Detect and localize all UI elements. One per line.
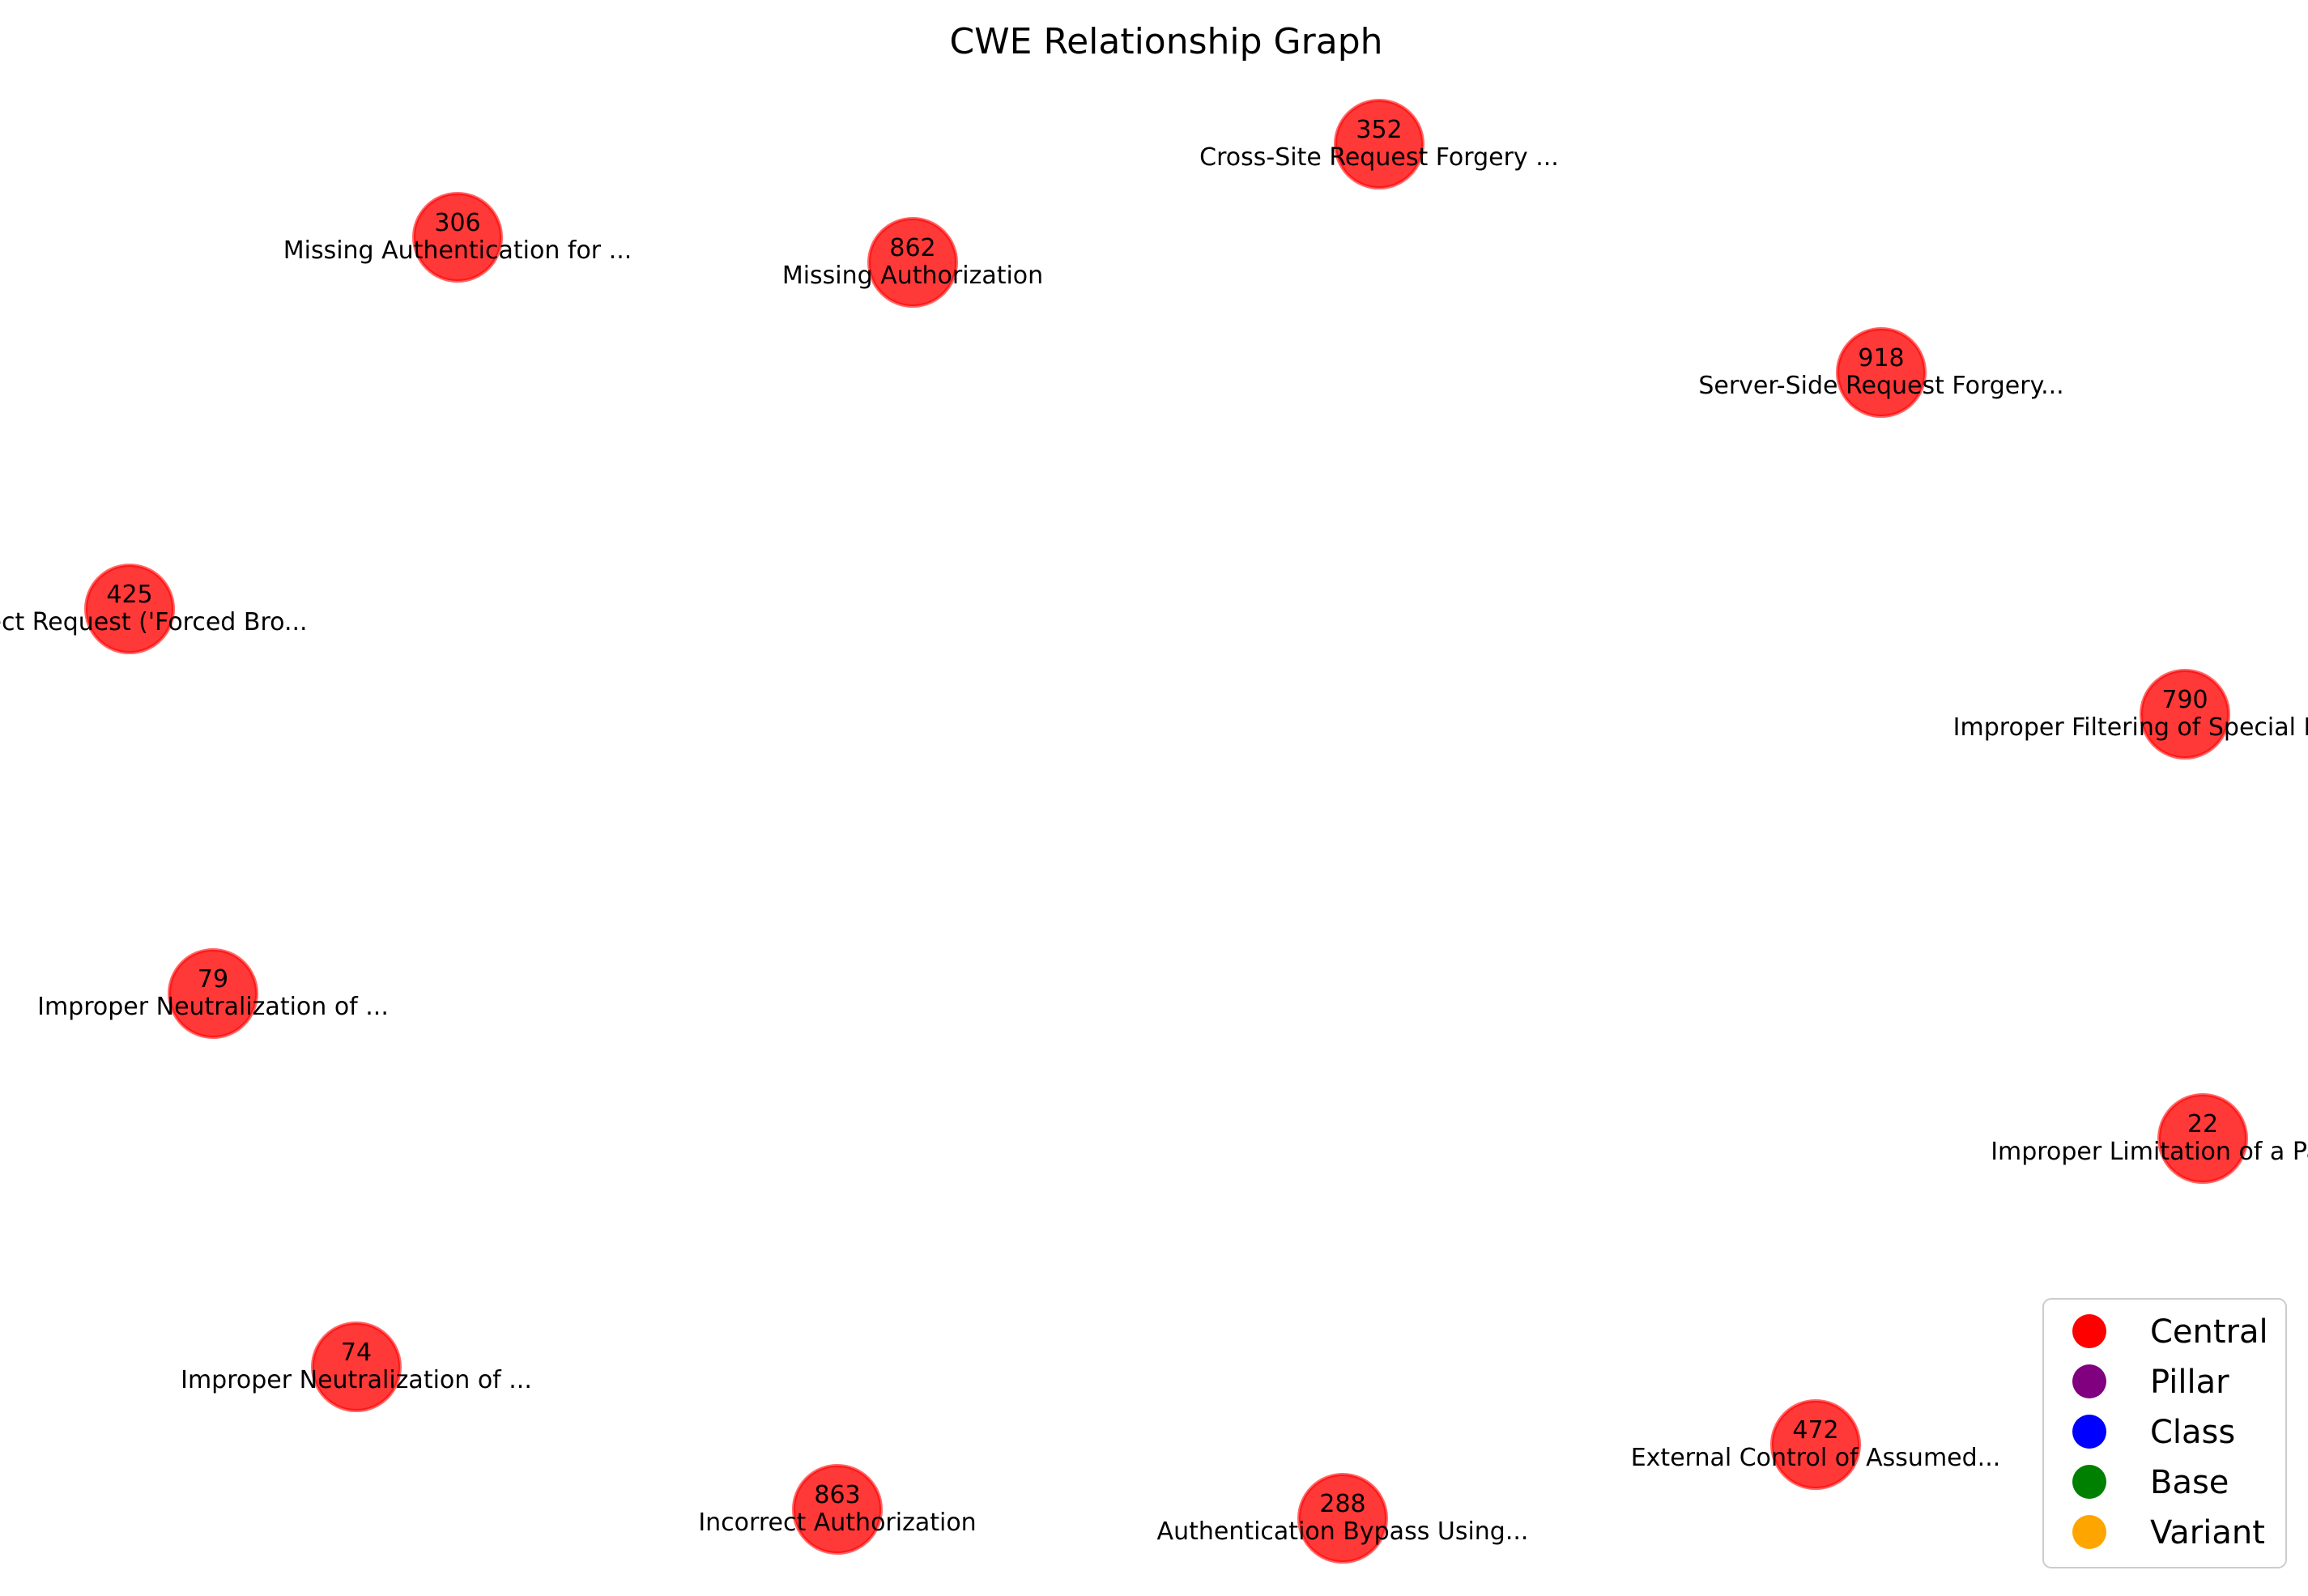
node-circle: [867, 217, 958, 308]
node-name-label: Improper Filtering of Special Elements: [1953, 713, 2308, 742]
node-name-label: Direct Request ('Forced Bro...: [0, 608, 308, 636]
node-name-label: Authentication Bypass Using...: [1157, 1517, 1529, 1546]
node-id-label: 863: [814, 1481, 860, 1509]
node-circle: [311, 1321, 402, 1412]
node-id-label: 288: [1319, 1490, 1365, 1518]
node-name-label: Improper Neutralization of ...: [181, 1366, 532, 1394]
node-name-label: Server-Side Request Forgery...: [1698, 372, 2063, 400]
node-name-label: External Control of Assumed...: [1631, 1444, 2001, 1472]
node-circle: [2140, 669, 2230, 760]
legend-label: Base: [2150, 1464, 2229, 1501]
legend-item-central: Central: [2072, 1313, 2268, 1351]
legend-item-class: Class: [2072, 1414, 2235, 1451]
node-circle: [1836, 327, 1927, 418]
node-id-label: 472: [1792, 1416, 1838, 1445]
legend-label: Variant: [2150, 1514, 2265, 1551]
node-id-label: 74: [341, 1339, 372, 1367]
legend-swatch: [2072, 1465, 2106, 1499]
node-id-label: 352: [1356, 116, 1402, 144]
node-name-label: Improper Neutralization of ...: [37, 993, 389, 1021]
node-name-label: Missing Authorization: [782, 262, 1043, 290]
legend-item-variant: Variant: [2072, 1514, 2265, 1551]
legend-label: Class: [2150, 1414, 2235, 1451]
legend-swatch: [2072, 1364, 2106, 1398]
node-id-label: 306: [434, 209, 480, 237]
legend: Central Pillar Class Base Variant: [2042, 1298, 2287, 1568]
node-circle: [1334, 99, 1424, 189]
legend-label: Pillar: [2150, 1364, 2229, 1401]
legend-swatch: [2072, 1415, 2106, 1449]
node-id-label: 425: [106, 581, 152, 609]
node-cwe-425: 425Direct Request ('Forced Bro...: [0, 564, 308, 654]
node-id-label: 918: [1858, 344, 1904, 372]
legend-item-pillar: Pillar: [2072, 1364, 2229, 1401]
legend-label: Central: [2150, 1313, 2268, 1351]
chart-title: CWE Relationship Graph: [949, 21, 1382, 62]
node-circle: [412, 192, 503, 283]
legend-swatch: [2072, 1314, 2106, 1348]
node-circle: [792, 1464, 883, 1555]
node-circle: [1770, 1399, 1861, 1490]
node-name-label: Cross-Site Request Forgery ...: [1199, 143, 1559, 172]
node-circle: [168, 948, 258, 1039]
node-name-label: Incorrect Authorization: [698, 1509, 976, 1537]
node-circle: [2157, 1093, 2248, 1184]
legend-item-base: Base: [2072, 1464, 2229, 1501]
node-name-label: Improper Limitation of a Pathname: [1991, 1138, 2308, 1166]
node-id-label: 79: [198, 965, 228, 994]
node-id-label: 862: [889, 234, 935, 262]
node-circle: [84, 564, 175, 654]
node-id-label: 790: [2161, 686, 2208, 714]
legend-swatch: [2072, 1515, 2106, 1549]
legend-frame: [2042, 1298, 2287, 1568]
node-id-label: 22: [2187, 1110, 2218, 1138]
node-circle: [1297, 1473, 1388, 1564]
node-name-label: Missing Authentication for ...: [283, 236, 632, 265]
